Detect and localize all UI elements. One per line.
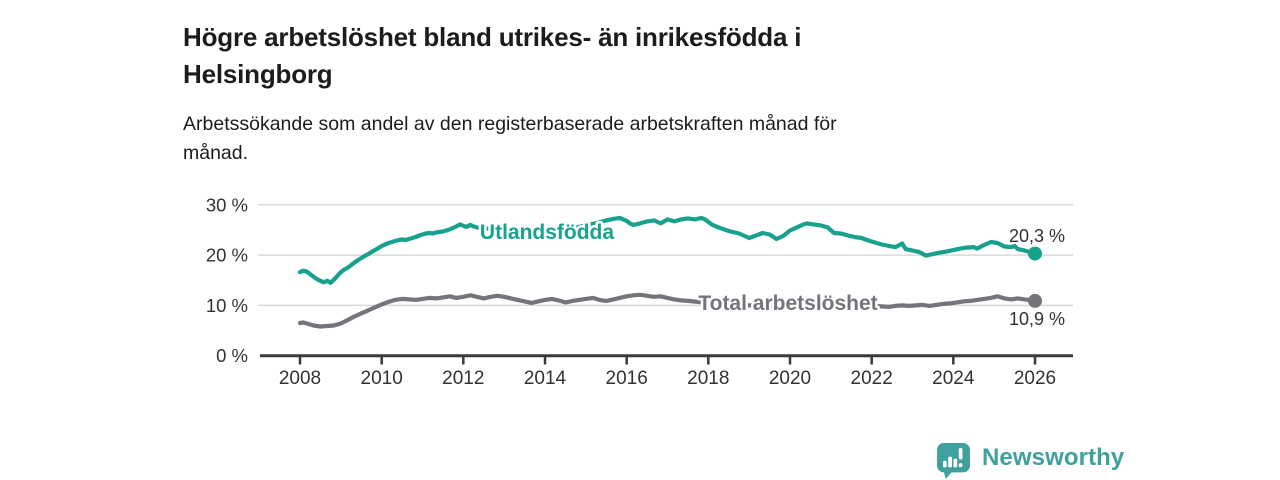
x-axis-tick-label: 2008 [279, 368, 321, 389]
page-title: Högre arbetslöshet bland utrikes- än inr… [183, 19, 801, 93]
x-axis-tick-label: 2014 [524, 368, 567, 389]
series-line-total-arbetsloshet [297, 292, 1038, 329]
series-end-dot-total-arbetsloshet [1028, 293, 1042, 308]
series-end-value-utlandsfodda: 20,3 % [1009, 226, 1065, 246]
chart-subtitle: Arbetssökande som andel av den registerb… [183, 110, 837, 168]
newsworthy-branding: Newsworthy [936, 441, 1124, 479]
series-end-dot-utlandsfodda [1028, 246, 1042, 261]
page-title-line1: Högre arbetslöshet bland utrikes- än inr… [183, 22, 802, 53]
x-axis-tick-label: 2018 [687, 368, 729, 389]
y-axis-tick-label: 30 % [206, 194, 248, 215]
x-axis-tick-label: 2012 [442, 368, 484, 389]
series-name-label-total-arbetsloshet: Total arbetslöshet [698, 292, 877, 315]
unemployment-line-chart: 0 % 10 % 20 % 30 % 2008 2010 2012 2014 2016 2018 2… [206, 194, 1073, 389]
newsworthy-wordmark: Newsworthy [982, 444, 1125, 471]
bar-chart-speech-bubble-icon [937, 442, 970, 479]
x-axis-tick-label: 2022 [851, 368, 893, 389]
x-axis-tick-label: 2016 [606, 368, 648, 389]
x-axis-tick-label: 2010 [361, 368, 403, 389]
series-line-utlandsfodda [297, 215, 1038, 285]
x-axis-tick-label: 2026 [1014, 368, 1056, 389]
chart-subtitle-line1: Arbetssökande som andel av den registerb… [183, 113, 837, 135]
page-title-line2: Helsingborg [183, 59, 333, 90]
x-axis-tick-label: 2024 [932, 368, 975, 389]
series-end-value-total-arbetsloshet: 10,9 % [1009, 309, 1065, 329]
y-axis-tick-label: 0 % [216, 345, 248, 366]
y-axis-tick-label: 10 % [206, 295, 248, 316]
series-name-label-utlandsfodda: Utlandsfödda [480, 221, 614, 244]
y-axis-tick-label: 20 % [206, 245, 248, 266]
chart-subtitle-line2: månad. [183, 142, 249, 164]
x-axis-tick-label: 2020 [769, 368, 811, 389]
